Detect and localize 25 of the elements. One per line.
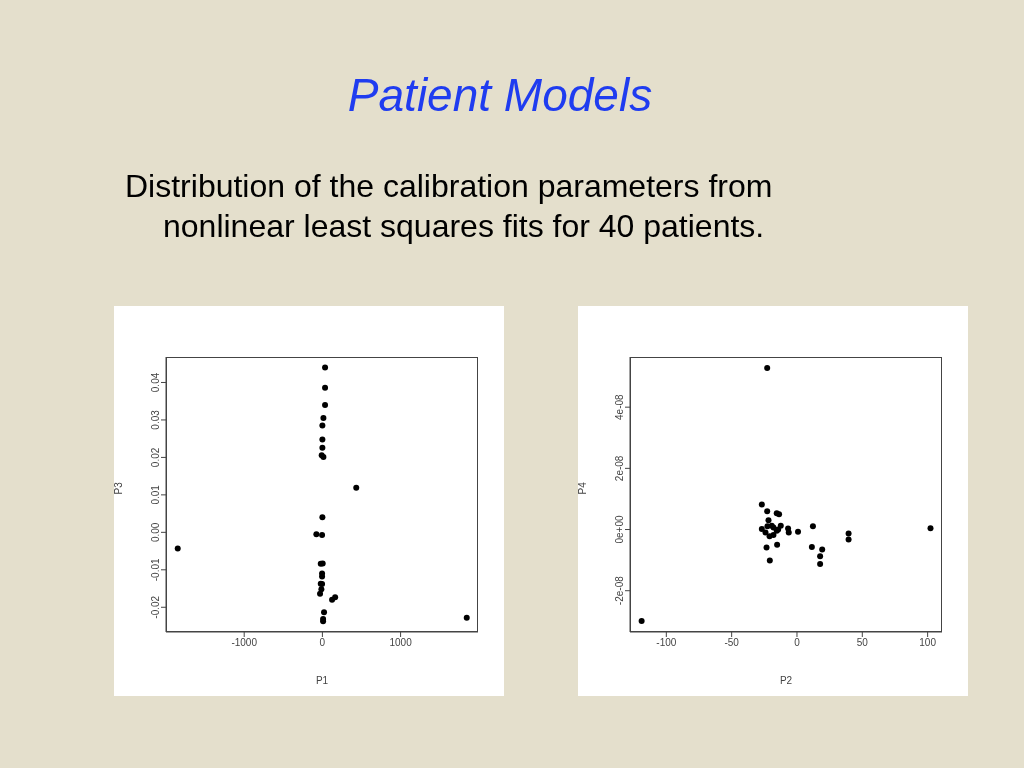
y-tick-label: 0.04 [150, 372, 161, 393]
y-tick-label: -0.01 [150, 557, 161, 582]
y-tick-label: 0e+00 [614, 515, 625, 544]
x-tick-label: 100 [919, 637, 937, 649]
chart-subtitle: Distribution of the calibration parameters from nonlinear least squares fits for 40 patients. [125, 167, 774, 246]
y-axis-title: P4 [576, 481, 588, 495]
x-tick-label: -1000 [231, 637, 258, 649]
y-tick-label: 0.01 [150, 484, 161, 505]
y-tick-label: 4e-08 [614, 393, 625, 420]
x-tick-label: 0 [319, 637, 326, 649]
x-tick-label: 1000 [389, 637, 413, 649]
x-tick-label: 0 [794, 637, 801, 649]
x-tick-label: -50 [724, 637, 740, 649]
y-tick-label: 0.02 [150, 447, 161, 468]
y-tick-label: -2e-08 [614, 575, 625, 606]
y-tick-label: 0.03 [150, 409, 161, 430]
x-tick-label: 50 [856, 637, 869, 649]
y-tick-label: -0.02 [150, 595, 161, 619]
y-tick-label: 0.00 [150, 522, 161, 543]
x-axis-title: P1 [315, 675, 329, 686]
x-axis-title: P2 [779, 675, 793, 686]
x-tick-label: -100 [656, 637, 677, 649]
y-axis-title: P3 [112, 481, 124, 495]
y-tick-label: 2e-08 [614, 455, 625, 482]
chart-title: Patient Models [346, 68, 654, 122]
